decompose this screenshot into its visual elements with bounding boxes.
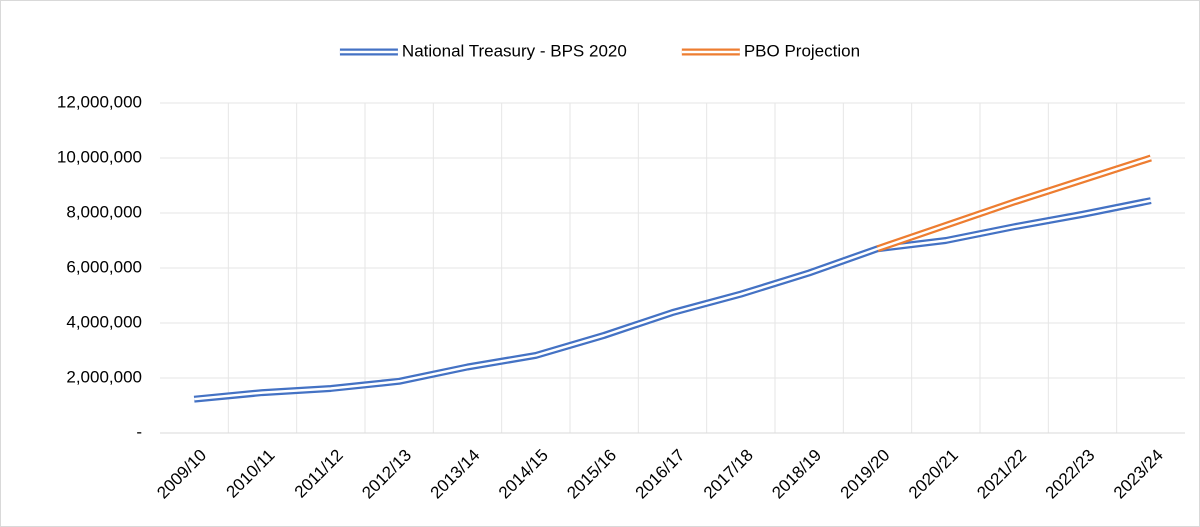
y-tick-label: - — [136, 422, 142, 441]
legend-label: PBO Projection — [744, 41, 860, 60]
y-tick-label: 2,000,000 — [66, 367, 142, 386]
series-line-inner — [877, 156, 1152, 250]
y-tick-label: 6,000,000 — [66, 257, 142, 276]
legend-label: National Treasury - BPS 2020 — [402, 41, 627, 60]
y-tick-label: 4,000,000 — [66, 312, 142, 331]
series-line-inner — [194, 199, 1152, 401]
y-tick-label: 10,000,000 — [57, 147, 142, 166]
legend: National Treasury - BPS 2020 PBO Projecti… — [339, 41, 860, 60]
y-tick-label: 12,000,000 — [57, 92, 142, 111]
y-tick-label: 8,000,000 — [66, 202, 142, 221]
